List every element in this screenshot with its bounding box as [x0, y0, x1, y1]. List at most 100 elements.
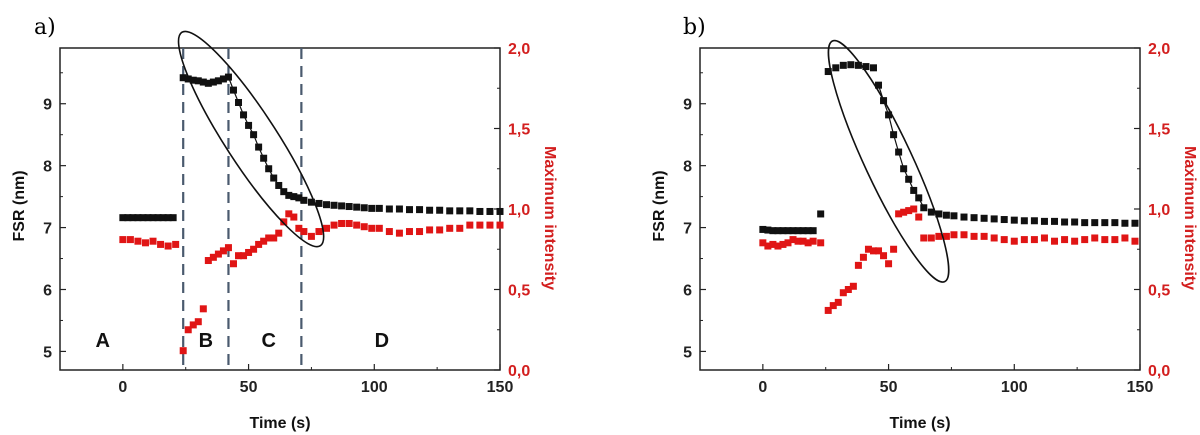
panel-a-intensity-point — [405, 228, 413, 236]
panel-b-intensity-point — [1030, 236, 1038, 244]
panel-b-intensity-point — [854, 261, 862, 269]
panel-a-y2-tick-label: 2,0 — [508, 41, 530, 58]
panel-b-fsr-point — [799, 227, 807, 235]
panel-b-fsr-point — [1121, 219, 1129, 227]
panel-a-intensity-point — [375, 224, 383, 232]
panel-b-fsr-point — [779, 227, 787, 235]
panel-a-highlight-ellipse — [177, 30, 325, 248]
panel-a-intensity-point — [194, 318, 202, 326]
panel-b-intensity-point — [990, 234, 998, 242]
panel-a-fsr-point — [164, 214, 172, 222]
panel-b-y2-tick-label: 0,5 — [1148, 283, 1170, 300]
panel-a-fsr-point — [426, 206, 434, 214]
panel-b-y2-tick-label: 1,0 — [1148, 202, 1170, 219]
panel-b-fsr-point — [804, 227, 812, 235]
panel-b-fsr-point — [759, 225, 767, 233]
panel-b-y2-axis-title: Maximum intensity — [1181, 146, 1198, 290]
panel-b-fsr-point — [1010, 216, 1018, 224]
panel-a-fsr-point — [119, 214, 127, 222]
panel-b-intensity-point — [920, 234, 928, 242]
panel-a-intensity-point — [486, 221, 494, 229]
panel-b-y-tick-label: 8 — [683, 159, 692, 176]
panel-b-x-tick-label: 100 — [1001, 379, 1028, 396]
panel-b-intensity-point — [799, 237, 807, 245]
panel-a-y-tick-label: 7 — [43, 221, 52, 238]
panel-b: b) FSR (nm) Maximum intensity Time (s) 0… — [651, 15, 1198, 432]
panel-a-intensity-point — [275, 229, 283, 237]
panel-a-fsr-point — [466, 207, 474, 215]
panel-b-fsr-point — [784, 227, 792, 235]
panel-b-fsr-point — [764, 226, 772, 234]
panel-a-intensity-point — [360, 223, 368, 231]
panel-b-intensity-point — [1101, 236, 1109, 244]
panel-b-x-tick-label: 0 — [758, 379, 767, 396]
panel-b-intensity-point — [970, 232, 978, 240]
panel-a-intensity-point — [250, 245, 258, 253]
panel-b-intensity-point — [779, 240, 787, 248]
panel-a-x-tick-label: 0 — [118, 379, 127, 396]
panel-a-x-axis-title: Time (s) — [249, 415, 310, 432]
panel-a-fsr-point — [338, 202, 346, 210]
panel-a-x-tick-label: 50 — [240, 379, 258, 396]
panel-b-intensity-point — [1061, 236, 1069, 244]
panel-a-fsr-point — [486, 207, 494, 215]
panel-a-fsr-point — [436, 206, 444, 214]
panel-a-fsr-point — [149, 214, 157, 222]
panel-a-fsr-point — [194, 77, 202, 85]
panel-b-intensity-point — [895, 210, 903, 218]
panel-b-x-axis-title: Time (s) — [889, 415, 950, 432]
panel-a-fsr-point — [139, 214, 147, 222]
panel-b-intensity-point — [869, 247, 877, 255]
panel-b-fsr-point — [869, 64, 877, 72]
panel-b-intensity-point — [1000, 236, 1008, 244]
panel-b-intensity-point — [875, 247, 883, 255]
panel-b-intensity-point — [950, 231, 958, 239]
panel-a-x-tick-label: 150 — [487, 379, 514, 396]
panel-a-fsr-point — [368, 204, 376, 212]
panel-a-x-tick-label: 100 — [361, 379, 388, 396]
panel-a-intensity-point — [184, 326, 192, 334]
panel-a-fsr-point — [405, 206, 413, 214]
panel-a-y-tick-label: 9 — [43, 97, 52, 114]
panel-b-fsr-point — [847, 61, 855, 69]
panel-b-intensity-point — [859, 253, 867, 261]
panel-b-y-tick-label: 7 — [683, 221, 692, 238]
panel-a-fsr-point — [129, 214, 137, 222]
panel-a-intensity-point — [172, 240, 180, 248]
panel-a-intensity-point — [235, 252, 243, 260]
panel-b-intensity-point — [1111, 236, 1119, 244]
panel-a-y-axis-title: FSR (nm) — [11, 170, 28, 241]
panel-b-intensity-point — [1051, 237, 1059, 245]
panel-b-intensity-point — [1020, 236, 1028, 244]
panel-b-fsr-point — [1091, 219, 1099, 227]
panel-a-intensity-point — [496, 221, 504, 229]
panel-b-intensity-point — [839, 289, 847, 297]
panel-a-intensity-point — [189, 321, 197, 329]
panel-a-intensity-point — [295, 224, 303, 232]
panel-b-fsr-point — [970, 214, 978, 222]
panel-b-intensity-point — [915, 213, 923, 221]
panel-a-intensity-point — [476, 221, 484, 229]
panel-a-fsr-point — [315, 199, 323, 207]
panel-b-plot-area: 0 50 100 150 5 6 7 8 9 0,0 0,5 1,0 1,5 2,0 — [683, 39, 1170, 396]
panel-a-region-label: C — [261, 330, 275, 352]
panel-a-region-label: A — [96, 330, 110, 352]
panel-a-intensity-point — [134, 237, 142, 245]
panel-a-intensity-point — [330, 221, 338, 229]
panel-a-intensity-point — [199, 305, 207, 313]
panel-a-fsr-point — [189, 76, 197, 84]
panel-a-intensity-point — [345, 219, 353, 227]
panel-b-fsr-point — [1131, 219, 1139, 227]
panel-b-intensity-point — [1121, 234, 1129, 242]
panel-b-intensity-point — [864, 245, 872, 253]
panel-a-intensity-point — [224, 244, 232, 252]
panel-b-intensity-point — [809, 237, 817, 245]
panel-a-y-tick-label: 8 — [43, 159, 52, 176]
panel-b-y-tick-label: 9 — [683, 97, 692, 114]
panel-b-intensity-point — [900, 208, 908, 216]
panel-a-fsr-point — [446, 207, 454, 215]
panel-b-intensity-point — [764, 242, 772, 250]
panel-a-y-tick-label: 6 — [43, 283, 52, 300]
panel-b-y2-tick-label: 1,5 — [1148, 122, 1170, 139]
panel-a-intensity-point — [164, 242, 172, 250]
